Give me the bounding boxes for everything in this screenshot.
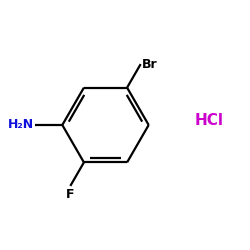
Text: F: F [66,188,74,201]
Text: Br: Br [142,58,158,70]
Text: HCl: HCl [195,112,224,128]
Text: H₂N: H₂N [8,118,34,132]
